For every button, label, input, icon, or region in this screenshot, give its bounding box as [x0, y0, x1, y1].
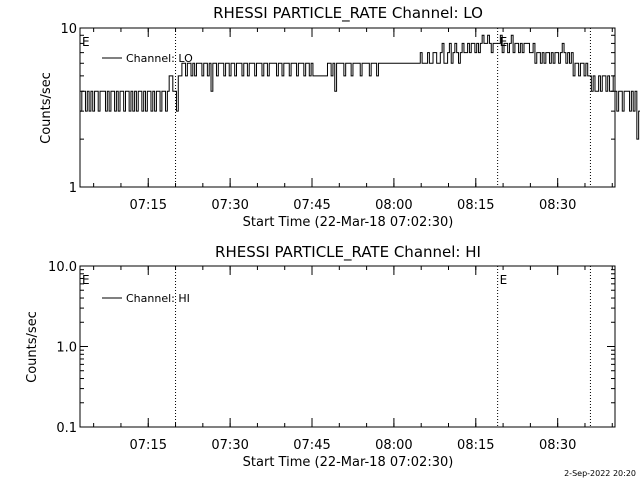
y-axis-label: Counts/sec — [25, 311, 40, 383]
x-tick-label: 07:15 — [130, 198, 167, 213]
y-ticks: 0.1 1.0 10.0 — [48, 260, 615, 436]
legend-label: Channel: LO — [126, 52, 193, 65]
series-line — [80, 34, 640, 140]
plot-frame — [79, 27, 616, 188]
y-axis-label: Counts/sec — [39, 72, 54, 144]
event-marker: E — [82, 273, 90, 287]
x-tick-label: 07:45 — [293, 438, 330, 453]
chart-title: RHESSI PARTICLE_RATE Channel: HI — [215, 243, 481, 262]
x-tick-label: 08:15 — [457, 198, 494, 213]
legend: Channel: LO — [102, 52, 193, 65]
x-ticks: 07:15 07:30 07:45 08:00 08:15 08:30 — [93, 266, 613, 453]
x-axis-label: Start Time (22-Mar-18 07:02:30) — [243, 455, 454, 470]
x-tick-label: 07:15 — [130, 438, 167, 453]
legend: Channel: HI — [102, 292, 190, 305]
x-tick-label: 07:30 — [211, 438, 248, 453]
x-tick-label: 08:15 — [457, 438, 494, 453]
x-ticks: 07:15 07:30 07:45 08:00 08:15 08:30 — [93, 28, 613, 213]
footer-timestamp: 2-Sep-2022 20:20 — [564, 469, 636, 478]
x-tick-label: 08:30 — [539, 198, 576, 213]
x-axis-label: Start Time (22-Mar-18 07:02:30) — [243, 215, 454, 230]
y-tick-label: 0.1 — [56, 421, 77, 436]
y-tick-label: 1 — [69, 181, 77, 196]
chart-title: RHESSI PARTICLE_RATE Channel: LO — [213, 4, 483, 23]
plot-frame — [79, 265, 616, 428]
x-tick-label: 07:45 — [293, 198, 330, 213]
x-tick-label: 08:00 — [375, 438, 412, 453]
series-group — [80, 34, 640, 140]
lo-channel-panel: RHESSI PARTICLE_RATE Channel: LO Counts/… — [39, 4, 640, 230]
y-tick-label: 10.0 — [48, 260, 77, 275]
event-marker: E — [500, 273, 508, 287]
event-marker: E — [82, 35, 90, 49]
event-marker: E — [500, 35, 508, 49]
y-ticks: 1 10 — [60, 22, 615, 196]
y-tick-label: 1.0 — [56, 341, 77, 356]
x-tick-label: 07:30 — [211, 198, 248, 213]
x-tick-label: 08:30 — [539, 438, 576, 453]
legend-label: Channel: HI — [126, 292, 190, 305]
hi-channel-panel: RHESSI PARTICLE_RATE Channel: HI Counts/… — [25, 243, 616, 470]
x-tick-label: 08:00 — [375, 198, 412, 213]
y-tick-label: 10 — [60, 22, 77, 37]
